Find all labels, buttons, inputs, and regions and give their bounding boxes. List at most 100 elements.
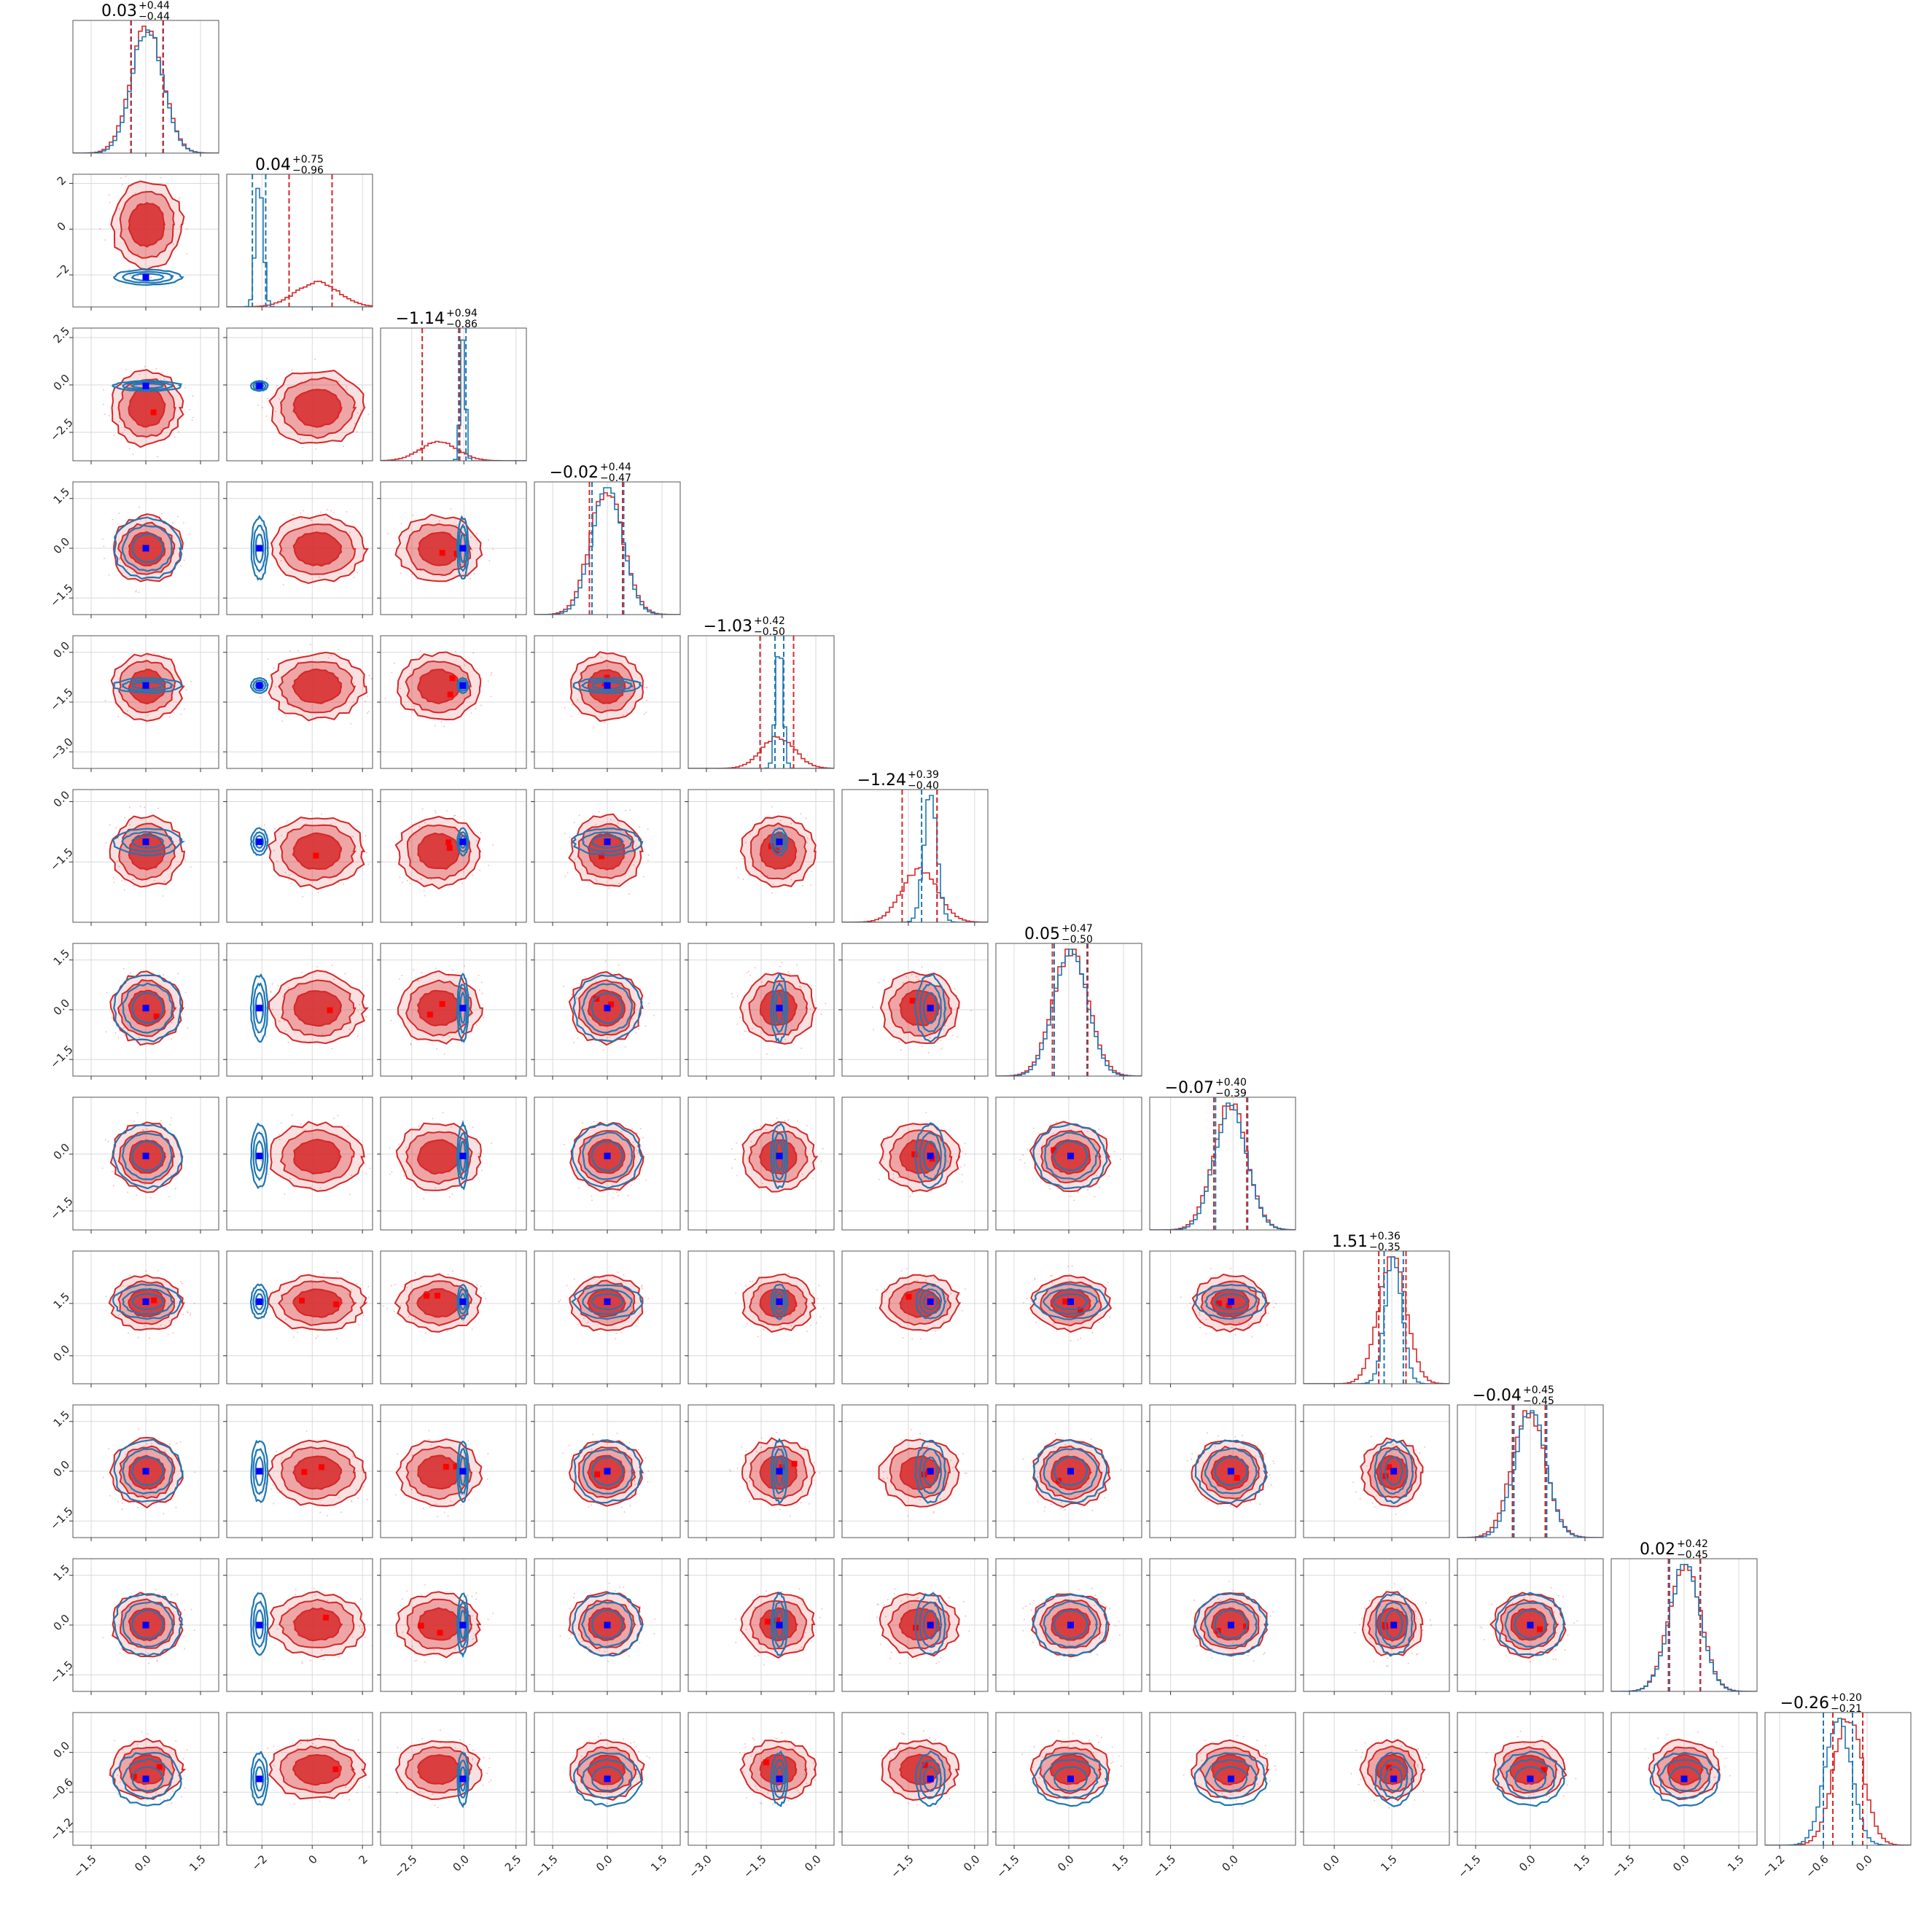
scatter-point bbox=[190, 1314, 191, 1316]
scatter-point bbox=[635, 845, 637, 847]
scatter-point bbox=[604, 721, 606, 723]
diag-title-value: −0.04 bbox=[1473, 1387, 1522, 1405]
scatter-point bbox=[367, 863, 370, 865]
scatter-point bbox=[300, 1742, 302, 1745]
truth-marker bbox=[459, 838, 467, 846]
scatter-point bbox=[1104, 1497, 1105, 1499]
scatter-point bbox=[752, 1737, 754, 1740]
scatter-point bbox=[1573, 1622, 1575, 1624]
scatter-point bbox=[124, 889, 125, 891]
contour-blue-mid bbox=[772, 1132, 787, 1180]
scatter-point bbox=[1361, 1751, 1363, 1753]
scatter-point bbox=[1543, 1648, 1546, 1651]
scatter-point bbox=[399, 978, 401, 980]
scatter-point bbox=[779, 1326, 782, 1328]
outlier-marker bbox=[911, 1151, 918, 1158]
panel-frame bbox=[380, 1712, 527, 1846]
scatter-point bbox=[631, 1128, 634, 1130]
scatter-point bbox=[1532, 1744, 1535, 1746]
panel-frame bbox=[226, 789, 373, 923]
truth-marker bbox=[256, 382, 263, 389]
scatter-point bbox=[644, 713, 645, 715]
scatter-point bbox=[472, 874, 473, 876]
scatter-point bbox=[145, 1270, 147, 1272]
scatter-point bbox=[376, 698, 378, 699]
scatter-point bbox=[421, 1738, 424, 1740]
contour-blue-mid bbox=[1379, 1758, 1409, 1799]
scatter-point bbox=[191, 419, 193, 421]
scatter-point bbox=[1108, 1175, 1110, 1177]
scatter-point bbox=[1354, 1632, 1356, 1634]
scatter-point bbox=[165, 1325, 166, 1327]
scatter-point bbox=[1111, 1746, 1113, 1748]
scatter-point bbox=[270, 991, 272, 992]
scatter-point bbox=[333, 511, 335, 513]
y-tick-label: −1.5 bbox=[47, 1658, 75, 1686]
scatter-point bbox=[1092, 1751, 1094, 1753]
hist-red bbox=[842, 867, 988, 922]
scatter-point bbox=[104, 557, 105, 559]
scatter-point bbox=[268, 1306, 270, 1309]
scatter-point bbox=[1264, 1453, 1266, 1454]
scatter-point bbox=[930, 1189, 932, 1191]
scatter-point bbox=[1096, 1175, 1097, 1177]
contour-blue-mid bbox=[252, 1600, 267, 1648]
scatter-point bbox=[190, 866, 192, 868]
scatter-point bbox=[739, 1752, 741, 1754]
scatter-point bbox=[765, 1129, 767, 1131]
scatter-point bbox=[108, 1775, 110, 1776]
scatter-point bbox=[746, 1323, 748, 1325]
scatter-point bbox=[401, 975, 402, 977]
scatter-point bbox=[317, 892, 319, 894]
scatter-point bbox=[593, 1121, 595, 1123]
truth-marker bbox=[142, 682, 149, 689]
scatter-point bbox=[175, 1740, 177, 1742]
scatter-point bbox=[760, 1802, 763, 1804]
scatter-point bbox=[278, 1492, 281, 1494]
outlier-marker bbox=[151, 1297, 157, 1304]
scatter-point bbox=[752, 1129, 755, 1130]
scatter-point bbox=[1566, 1784, 1568, 1786]
scatter-point bbox=[350, 722, 352, 725]
scatter-point bbox=[149, 981, 151, 983]
scatter-point bbox=[162, 1594, 164, 1596]
scatter-point bbox=[732, 996, 733, 998]
scatter-point bbox=[367, 413, 370, 416]
contour-blue-inner bbox=[254, 834, 265, 849]
scatter-point bbox=[182, 1313, 184, 1315]
scatter-point bbox=[271, 1008, 273, 1010]
scatter-point bbox=[130, 972, 131, 974]
scatter-point bbox=[736, 1023, 739, 1025]
scatter-point bbox=[378, 1144, 379, 1145]
diag-title-upper: +0.39 bbox=[908, 769, 939, 781]
scatter-point bbox=[1553, 1793, 1555, 1796]
scatter-point bbox=[1099, 1637, 1101, 1639]
scatter-point bbox=[417, 712, 418, 714]
scatter-point bbox=[305, 1129, 307, 1131]
scatter-point bbox=[359, 1625, 360, 1627]
scatter-point bbox=[1091, 1587, 1093, 1589]
scatter-point bbox=[330, 510, 332, 512]
scatter-point bbox=[270, 1488, 273, 1490]
contour-blue-inner bbox=[131, 835, 164, 849]
scatter-point bbox=[1070, 1340, 1072, 1341]
scatter-point bbox=[402, 1784, 404, 1785]
panel-5-1 bbox=[223, 789, 373, 926]
x-tick-label: −1.5 bbox=[71, 1853, 98, 1880]
scatter-point bbox=[179, 1441, 182, 1443]
scatter-point bbox=[435, 810, 436, 811]
scatter-point bbox=[446, 810, 448, 812]
scatter-point bbox=[345, 1786, 347, 1788]
scatter-point bbox=[480, 1169, 483, 1172]
scatter-point bbox=[394, 1632, 396, 1634]
scatter-point bbox=[171, 1594, 172, 1596]
scatter-point bbox=[756, 1788, 758, 1791]
outlier-marker bbox=[1226, 1302, 1232, 1309]
scatter-point bbox=[572, 704, 573, 706]
scatter-point bbox=[296, 1331, 298, 1333]
panel-frame bbox=[841, 1097, 989, 1231]
scatter-point bbox=[129, 274, 131, 276]
scatter-point bbox=[1256, 1445, 1258, 1447]
scatter-point bbox=[596, 880, 598, 881]
panel-4-2 bbox=[377, 635, 527, 772]
